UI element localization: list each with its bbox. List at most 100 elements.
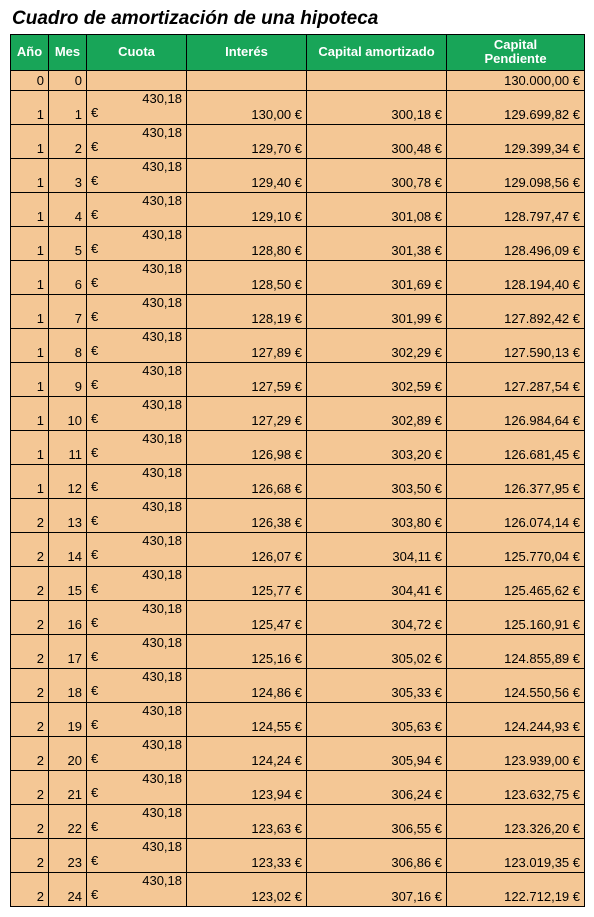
cell-cap-amort-value: 305,02 € [307, 635, 446, 668]
cell-interes-value [187, 71, 306, 75]
cell-mes: 4 [49, 192, 87, 226]
cell-cap-amort-value: 304,72 € [307, 601, 446, 634]
cell-interes: 126,38 € [187, 498, 307, 532]
cell-ano: 1 [11, 464, 49, 498]
cell-cap-pend-value: 122.712,19 € [447, 873, 584, 906]
cell-cuota: 430,18€ [87, 396, 187, 430]
cell-cuota: 430,18€ [87, 498, 187, 532]
cell-cap-pend-value: 123.019,35 € [447, 839, 584, 872]
cell-cuota: 430,18€ [87, 124, 187, 158]
cell-cap-amort-value: 305,94 € [307, 737, 446, 770]
cell-cap-pend-value: 126.984,64 € [447, 397, 584, 430]
cell-cuota: 430,18€ [87, 634, 187, 668]
cell-cuota: 430,18€ [87, 736, 187, 770]
cell-interes-value: 129,40 € [187, 159, 306, 192]
cell-cuota: 430,18€ [87, 226, 187, 260]
cell-interes-value: 124,86 € [187, 669, 306, 702]
cell-cuota-amount: 430,18 [87, 125, 186, 140]
cell-mes: 6 [49, 260, 87, 294]
cell-mes: 11 [49, 430, 87, 464]
cell-cuota-amount: 430,18 [87, 737, 186, 752]
cell-cap-pend-value: 128.496,09 € [447, 227, 584, 260]
cell-interes-value: 129,70 € [187, 125, 306, 158]
cell-cap-amort: 305,02 € [307, 634, 447, 668]
table-header-row: Año Mes Cuota Interés Capital amortizado… [11, 35, 585, 71]
cell-mes-value: 6 [49, 261, 86, 294]
table-row: 224430,18€123,02 €307,16 €122.712,19 € [11, 872, 585, 906]
cell-cap-amort-value: 304,11 € [307, 533, 446, 566]
cell-mes-value: 9 [49, 363, 86, 396]
cell-cap-amort-value: 301,08 € [307, 193, 446, 226]
cell-cap-amort: 304,11 € [307, 532, 447, 566]
cell-mes-value: 13 [49, 499, 86, 532]
cell-cuota-amount: 430,18 [87, 839, 186, 854]
cell-interes-value: 128,50 € [187, 261, 306, 294]
cell-mes: 15 [49, 566, 87, 600]
cell-cuota: 430,18€ [87, 430, 187, 464]
cell-interes: 123,02 € [187, 872, 307, 906]
cell-cap-pend: 123.939,00 € [447, 736, 585, 770]
cell-cap-pend-value: 124.855,89 € [447, 635, 584, 668]
cell-cap-amort: 300,18 € [307, 90, 447, 124]
page-title: Cuadro de amortización de una hipoteca [12, 8, 584, 30]
col-header-ano: Año [11, 35, 49, 71]
cell-cap-pend: 128.797,47 € [447, 192, 585, 226]
cell-ano-value: 1 [11, 227, 48, 260]
cell-cuota-currency: € [87, 276, 186, 292]
cell-ano: 1 [11, 90, 49, 124]
cell-ano-value: 1 [11, 125, 48, 158]
cell-cuota-amount: 430,18 [87, 431, 186, 446]
cell-cap-pend-value: 128.797,47 € [447, 193, 584, 226]
cell-cuota: 430,18€ [87, 804, 187, 838]
cell-cuota-currency: € [87, 888, 186, 904]
cell-cap-pend-value: 129.098,56 € [447, 159, 584, 192]
table-row: 15430,18€128,80 €301,38 €128.496,09 € [11, 226, 585, 260]
cell-cuota-currency: € [87, 208, 186, 224]
cell-cap-amort: 303,50 € [307, 464, 447, 498]
cell-cap-amort: 306,24 € [307, 770, 447, 804]
cell-cap-pend: 129.098,56 € [447, 158, 585, 192]
cell-cuota: 430,18€ [87, 566, 187, 600]
cell-cap-pend-value: 127.590,13 € [447, 329, 584, 362]
cell-cuota: 430,18€ [87, 192, 187, 226]
cell-cuota: 430,18€ [87, 532, 187, 566]
cell-cuota: 430,18€ [87, 464, 187, 498]
cell-cuota-currency: € [87, 718, 186, 734]
cell-mes-value: 16 [49, 601, 86, 634]
col-header-cap-amort: Capital amortizado [307, 35, 447, 71]
cell-cuota: 430,18€ [87, 668, 187, 702]
cell-cuota-currency: € [87, 854, 186, 870]
cell-cap-pend-value: 128.194,40 € [447, 261, 584, 294]
table-row: 19430,18€127,59 €302,59 €127.287,54 € [11, 362, 585, 396]
cell-cap-amort-value: 303,20 € [307, 431, 446, 464]
cell-cap-pend-value: 123.632,75 € [447, 771, 584, 804]
cell-cuota-currency: € [87, 174, 186, 190]
cell-mes: 20 [49, 736, 87, 770]
table-row: 221430,18€123,94 €306,24 €123.632,75 € [11, 770, 585, 804]
cell-cap-pend: 125.465,62 € [447, 566, 585, 600]
cell-cap-pend: 126.984,64 € [447, 396, 585, 430]
cell-ano-value: 1 [11, 431, 48, 464]
cell-cuota-currency: € [87, 684, 186, 700]
cell-mes-value: 15 [49, 567, 86, 600]
table-row: 14430,18€129,10 €301,08 €128.797,47 € [11, 192, 585, 226]
cell-ano-value: 2 [11, 567, 48, 600]
cell-cuota-amount: 430,18 [87, 635, 186, 650]
cell-cap-pend: 122.712,19 € [447, 872, 585, 906]
table-row: 222430,18€123,63 €306,55 €123.326,20 € [11, 804, 585, 838]
cell-cap-pend-value: 126.377,95 € [447, 465, 584, 498]
cell-mes-value: 3 [49, 159, 86, 192]
table-row: 216430,18€125,47 €304,72 €125.160,91 € [11, 600, 585, 634]
cell-mes: 0 [49, 70, 87, 90]
cell-ano-value: 0 [11, 71, 48, 90]
cell-interes: 129,10 € [187, 192, 307, 226]
cell-cuota-currency: € [87, 412, 186, 428]
cell-interes-value: 128,19 € [187, 295, 306, 328]
cell-cap-amort: 305,63 € [307, 702, 447, 736]
cell-cap-pend: 128.496,09 € [447, 226, 585, 260]
cell-cap-amort-value: 306,55 € [307, 805, 446, 838]
cell-cuota-currency: € [87, 786, 186, 802]
cell-cap-pend-value: 125.465,62 € [447, 567, 584, 600]
cell-ano: 1 [11, 396, 49, 430]
cell-cuota: 430,18€ [87, 294, 187, 328]
